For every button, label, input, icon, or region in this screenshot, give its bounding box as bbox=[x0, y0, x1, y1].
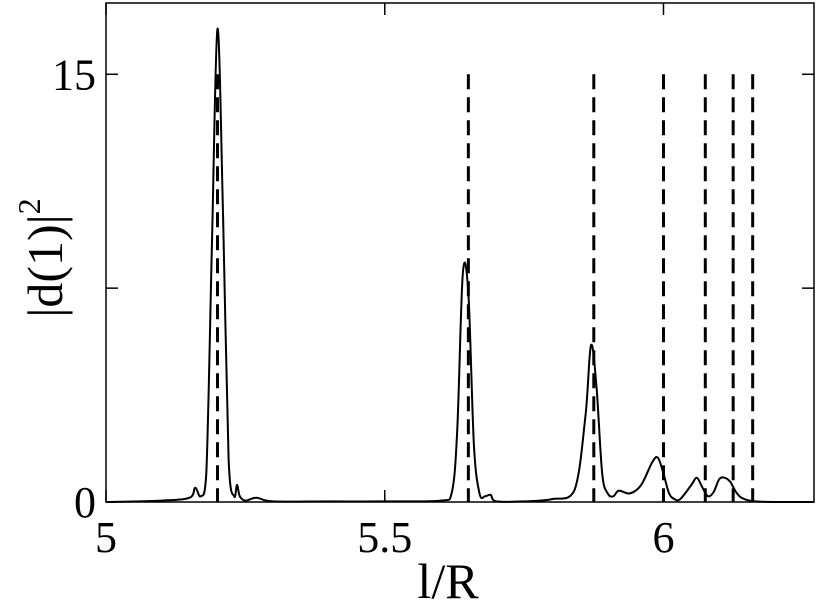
x-tick-label: 6 bbox=[652, 513, 674, 562]
x-axis-label: l/R bbox=[417, 553, 479, 609]
y-tick-label: 15 bbox=[52, 50, 96, 99]
y-axis: 0 15 bbox=[52, 50, 814, 527]
y-axis-label-group: |d(1)|2 bbox=[11, 198, 73, 317]
x-axis: 5 5.5 6 bbox=[95, 3, 674, 562]
y-axis-label: |d(1)|2 bbox=[11, 198, 73, 317]
reference-lines bbox=[215, 74, 755, 502]
x-tick-label: 5 bbox=[95, 513, 117, 562]
series-line bbox=[105, 27, 814, 503]
plot-frame bbox=[105, 2, 815, 503]
y-tick-label: 0 bbox=[74, 478, 96, 527]
y-axis-label-superscript: 2 bbox=[11, 198, 47, 214]
y-axis-label-text: |d(1)| bbox=[17, 214, 73, 317]
x-tick-label: 5.5 bbox=[357, 513, 412, 562]
